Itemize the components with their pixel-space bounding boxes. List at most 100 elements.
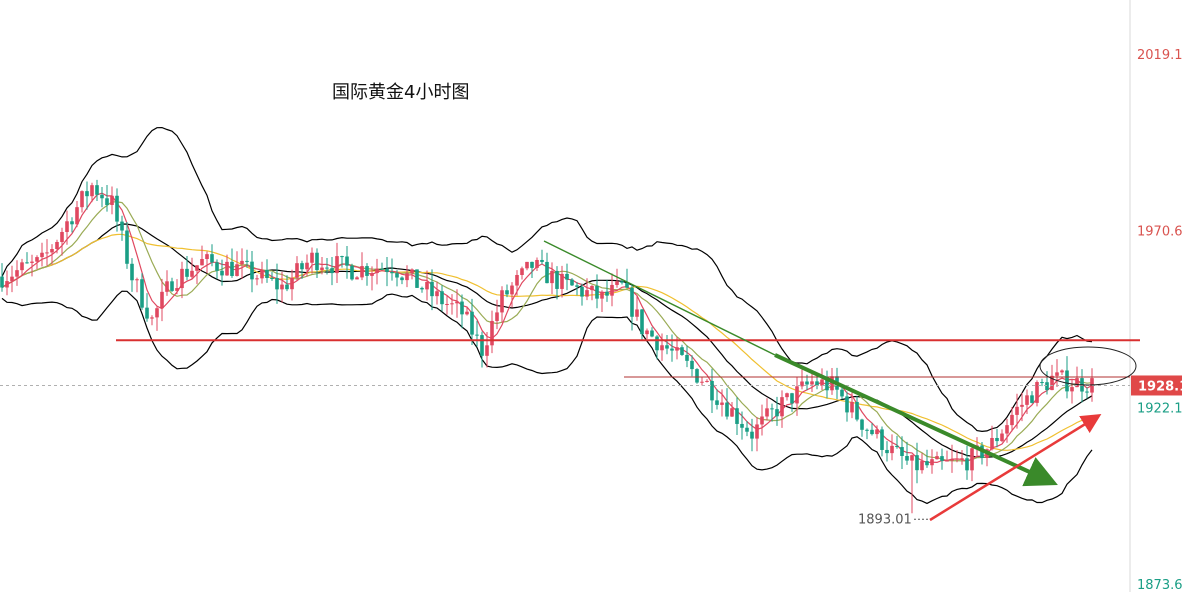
candle <box>740 411 744 440</box>
candle-body <box>705 380 709 382</box>
candle <box>735 397 739 435</box>
candle <box>780 390 784 428</box>
candle <box>1000 429 1004 443</box>
candle-body <box>80 191 84 208</box>
lower-band-line <box>1 290 1093 505</box>
candle <box>555 266 559 300</box>
candle-body <box>35 257 39 262</box>
candle <box>890 434 894 461</box>
candle <box>1035 380 1039 407</box>
candle-body <box>285 284 289 290</box>
y-tick-label: 2019.1 <box>1137 48 1182 63</box>
candle-body <box>20 262 24 271</box>
candle <box>120 215 124 241</box>
candle-body <box>490 320 494 346</box>
candle <box>1010 406 1014 432</box>
candle <box>820 368 824 390</box>
candle-body <box>790 393 794 404</box>
candle <box>195 265 199 285</box>
candle-body <box>100 194 104 199</box>
candle-body <box>735 408 739 424</box>
candle <box>585 278 589 301</box>
candle <box>420 286 424 293</box>
candle <box>885 441 889 462</box>
candle <box>1040 378 1044 387</box>
candle-body <box>280 284 284 290</box>
candle-body <box>750 431 754 439</box>
candle-body <box>55 241 59 250</box>
candle <box>325 257 329 275</box>
candle-body <box>345 256 349 266</box>
candle-body <box>110 195 114 205</box>
ma-fast-line <box>1 192 1093 464</box>
candle <box>300 260 304 279</box>
candle-body <box>695 369 699 383</box>
candle <box>655 335 659 360</box>
candle <box>570 278 574 287</box>
candle-body <box>535 259 539 268</box>
candle-body <box>815 381 819 386</box>
candle <box>375 258 379 285</box>
candle-body <box>615 281 619 285</box>
candle <box>625 268 629 289</box>
candle <box>680 344 684 356</box>
candle-body <box>25 262 29 264</box>
candle <box>260 261 264 284</box>
candle-body <box>610 284 614 296</box>
candle-body <box>885 449 889 454</box>
candle <box>10 265 14 293</box>
candle-body <box>630 287 634 317</box>
candle-body <box>665 345 669 349</box>
candle <box>80 190 84 213</box>
candle <box>365 263 369 286</box>
candle-body <box>740 423 744 428</box>
candle-body <box>335 256 339 274</box>
candle <box>800 369 804 390</box>
candle-body <box>935 456 939 460</box>
candle <box>525 261 529 271</box>
candle <box>55 239 59 254</box>
candle-body <box>15 270 19 277</box>
candle <box>450 294 454 315</box>
candle <box>580 283 584 306</box>
candle-body <box>950 459 954 461</box>
candle <box>445 295 449 315</box>
trend-overlays: 1893.01 <box>0 240 1140 527</box>
candle <box>1030 391 1034 404</box>
candle <box>955 450 959 463</box>
candle-body <box>855 401 859 420</box>
candle-body <box>1035 382 1039 403</box>
upper-band-line <box>1 126 1093 433</box>
candle-body <box>685 354 689 361</box>
candle-body <box>880 429 884 450</box>
candle-body <box>5 281 9 288</box>
candle <box>845 391 849 422</box>
ma-mid-line <box>1 201 1093 462</box>
candle-body <box>865 429 869 431</box>
candle <box>930 449 934 474</box>
candle-body <box>70 221 74 225</box>
moving-averages <box>1 192 1093 464</box>
candle-body <box>970 448 974 471</box>
candle <box>15 260 19 286</box>
candle <box>765 398 769 421</box>
candle <box>235 251 239 277</box>
y-axis: 2019.1 1970.6 1922.1 1873.6 1928.1 <box>1131 48 1182 592</box>
candle-body <box>675 347 679 351</box>
candle-body <box>635 309 639 317</box>
candle-body <box>475 334 479 336</box>
candle-body <box>710 380 714 401</box>
candle <box>320 257 324 275</box>
candle <box>900 436 904 469</box>
candle <box>500 286 504 323</box>
candle <box>730 401 734 418</box>
candle <box>905 441 909 465</box>
middle-band-line <box>1 223 1093 459</box>
candle <box>180 261 184 299</box>
candle-body <box>430 281 434 297</box>
candle <box>1015 393 1019 429</box>
candle-body <box>30 261 34 263</box>
candle-body <box>845 396 849 413</box>
candle-body <box>265 269 269 279</box>
